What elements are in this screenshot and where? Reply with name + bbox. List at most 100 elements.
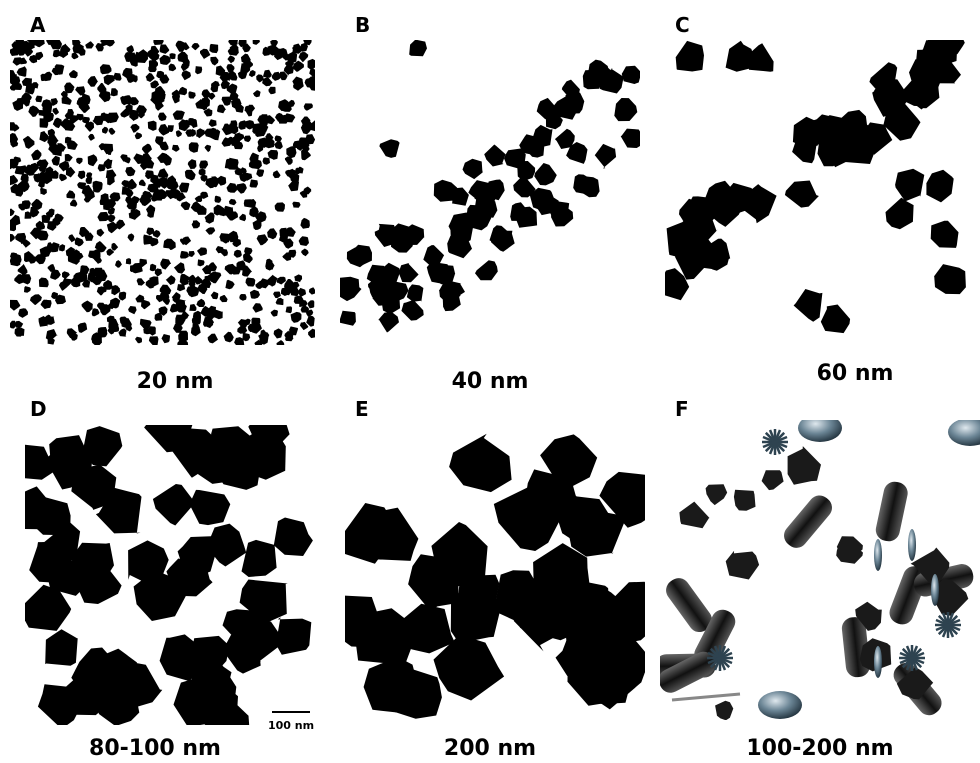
particle (177, 284, 186, 292)
particle (73, 272, 85, 284)
particle (189, 129, 196, 137)
particle (188, 285, 199, 298)
particle (671, 220, 707, 253)
particle (224, 158, 235, 169)
particle (855, 601, 882, 631)
particle (118, 291, 127, 301)
particle (926, 169, 954, 203)
particle (54, 64, 65, 75)
particle (150, 94, 160, 105)
particle (266, 274, 278, 287)
particle (679, 499, 710, 529)
particle (99, 304, 111, 316)
particle (211, 80, 220, 90)
particle (139, 258, 148, 268)
particle (98, 330, 108, 338)
panel-caption: 60 nm (817, 361, 894, 386)
particle (71, 52, 79, 60)
particle (733, 489, 756, 511)
particle (23, 164, 36, 176)
particle (226, 83, 238, 95)
particle (52, 216, 61, 226)
particle (252, 40, 261, 45)
particle (153, 40, 164, 45)
particle (180, 310, 190, 321)
particle (76, 157, 83, 165)
particle (192, 275, 203, 285)
particle (239, 579, 288, 623)
particle (42, 71, 53, 82)
particle (49, 242, 60, 253)
particle (81, 300, 93, 313)
particle (69, 70, 78, 79)
particle (76, 46, 86, 56)
particle (180, 63, 189, 72)
particle (208, 305, 216, 313)
particle (274, 48, 285, 61)
particle (172, 95, 180, 104)
particle (252, 303, 263, 313)
particle (180, 201, 191, 211)
particle (208, 262, 217, 272)
particle (50, 269, 61, 280)
particle (289, 286, 299, 297)
particle (124, 189, 134, 198)
particle (533, 543, 590, 601)
particle (257, 137, 268, 148)
particle (28, 105, 41, 117)
particle (274, 202, 285, 212)
particle (249, 179, 258, 188)
particle (377, 312, 399, 333)
particle (304, 134, 315, 145)
particle (275, 617, 312, 655)
particle (175, 40, 186, 52)
particle (149, 263, 157, 272)
particle (199, 160, 209, 169)
particle (167, 175, 176, 185)
particle (540, 434, 598, 488)
particle (106, 221, 118, 234)
particle (105, 169, 117, 181)
particle (109, 192, 121, 202)
nanorod (784, 495, 832, 548)
particle (455, 574, 500, 625)
particle (25, 444, 54, 480)
particle (510, 202, 530, 221)
particle (29, 294, 42, 305)
particle (845, 121, 878, 157)
particle (181, 70, 191, 81)
particle (249, 206, 259, 218)
particle (160, 258, 172, 270)
particle (908, 79, 940, 109)
particle (180, 340, 189, 345)
particle (103, 74, 115, 86)
particle (148, 64, 157, 73)
particle (110, 88, 118, 97)
panel-caption: 80-100 nm (89, 736, 221, 761)
particle (95, 43, 104, 52)
particle (244, 105, 252, 113)
particle (10, 254, 22, 266)
particle (820, 304, 851, 334)
particle (88, 250, 99, 259)
particle (551, 204, 574, 227)
particle (175, 299, 186, 311)
particle (220, 79, 230, 90)
particle (173, 262, 186, 274)
particle (35, 51, 44, 60)
particle (84, 121, 95, 132)
particle (31, 496, 71, 536)
particle (363, 657, 419, 713)
particle (298, 287, 306, 297)
particle (74, 237, 84, 246)
particle (130, 123, 140, 133)
particle (238, 120, 247, 130)
particle (169, 188, 181, 199)
particle (134, 132, 142, 140)
particle (106, 112, 119, 124)
particle (10, 320, 17, 329)
particle (263, 69, 272, 78)
particle (92, 180, 103, 191)
particle (191, 43, 200, 51)
particle (106, 315, 115, 323)
